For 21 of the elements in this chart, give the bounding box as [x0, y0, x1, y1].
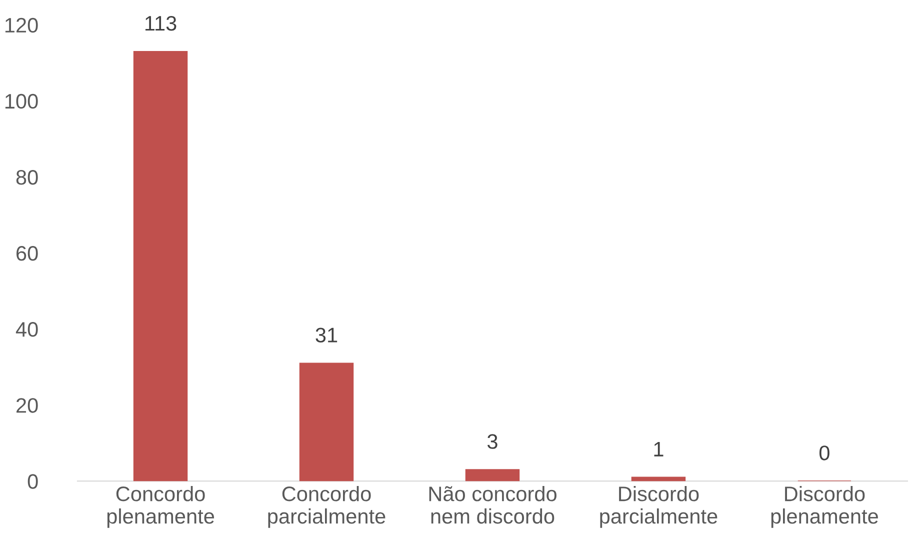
bar: [631, 476, 686, 482]
y-tick-label: 20: [16, 398, 38, 413]
x-tick-label: Discordo plenamente: [771, 486, 878, 528]
data-label: 0: [819, 446, 830, 460]
data-label: 1: [654, 442, 664, 456]
bar: [465, 469, 520, 482]
x-tick-label: Discordo parcialmente: [600, 486, 718, 528]
data-label: 3: [487, 434, 498, 449]
y-tick-label: 120: [5, 18, 38, 33]
x-tick-label: Concordo parcialmente: [268, 486, 386, 528]
bar: [133, 50, 188, 482]
x-tick-label: Não concordo nem discordo: [429, 486, 556, 524]
y-tick-label: 100: [5, 94, 38, 109]
bar: [299, 362, 354, 482]
data-label: 31: [316, 328, 338, 342]
y-tick-label: 40: [16, 322, 38, 337]
y-tick-label: 80: [16, 170, 38, 185]
y-tick-label: 0: [28, 474, 38, 489]
data-label: 113: [145, 16, 176, 31]
x-tick-label: Concordo plenamente: [107, 486, 214, 528]
y-tick-label: 60: [16, 246, 38, 261]
